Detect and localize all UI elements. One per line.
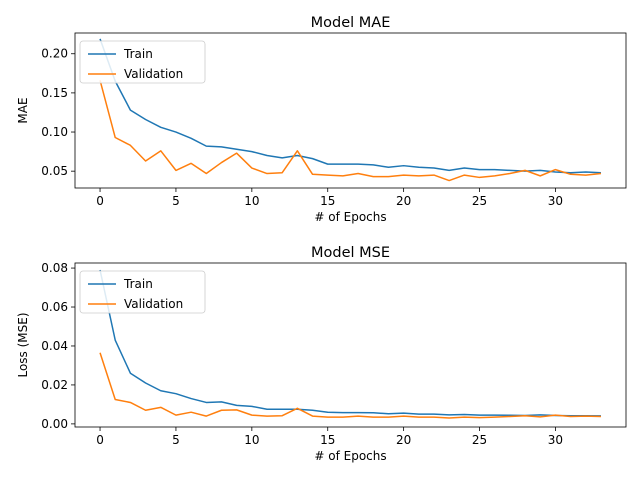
x-tick-label: 10 [244,433,259,447]
series-line-validation [99,80,602,182]
y-tick-label: 0.00 [41,417,68,431]
series-line-train [99,38,601,174]
y-tick-label: 0.15 [41,86,68,100]
legend-label-validation: Validation [124,67,183,81]
legend-label-train: Train [123,277,153,291]
axes-frame [74,32,627,189]
x-tick-label: 30 [548,433,563,447]
legend-box [79,270,206,314]
x-tick-label: 20 [396,194,411,208]
legend-box [79,40,206,84]
y-tick-label: 0.04 [41,339,68,353]
axes-frame [74,262,627,428]
y-axis-label: MAE [16,97,30,123]
legend-label-train: Train [123,47,153,61]
x-tick-label: 30 [548,194,563,208]
x-tick-label: 25 [472,433,487,447]
x-tick-label: 5 [172,433,180,447]
x-tick-label: 20 [396,433,411,447]
x-tick-label: 10 [244,194,259,208]
y-tick-label: 0.02 [41,378,68,392]
x-tick-label: 25 [472,194,487,208]
y-axis-label: Loss (MSE) [16,312,30,377]
x-tick-label: 0 [96,194,104,208]
y-tick-label: 0.20 [41,47,68,61]
legend: Train Validation [79,270,206,314]
y-tick-label: 0.05 [41,164,68,178]
chart-panel-2: Model MSE 0 5 10 15 20 25 30 0.00 0.02 0.04 0.06 0.0… [16,245,627,463]
x-tick-label: 0 [96,433,104,447]
y-tick-label: 0.10 [41,125,68,139]
chart-title: Model MAE [311,15,391,31]
chart-title: Model MSE [311,245,390,261]
x-tick-label: 15 [320,194,335,208]
y-tick-label: 0.08 [41,261,68,275]
x-tick-label: 15 [320,433,335,447]
x-tick-label: 5 [172,194,180,208]
x-axis-label: # of Epochs [314,449,386,463]
legend-label-validation: Validation [124,297,183,311]
legend: Train Validation [79,40,206,84]
x-axis-label: # of Epochs [314,210,386,224]
series-line-validation [99,352,601,419]
y-tick-label: 0.06 [41,300,68,314]
chart-panel-1: Model MAE 0 5 10 15 20 25 30 0.05 0.10 0.15 0.20 # o… [16,15,627,224]
